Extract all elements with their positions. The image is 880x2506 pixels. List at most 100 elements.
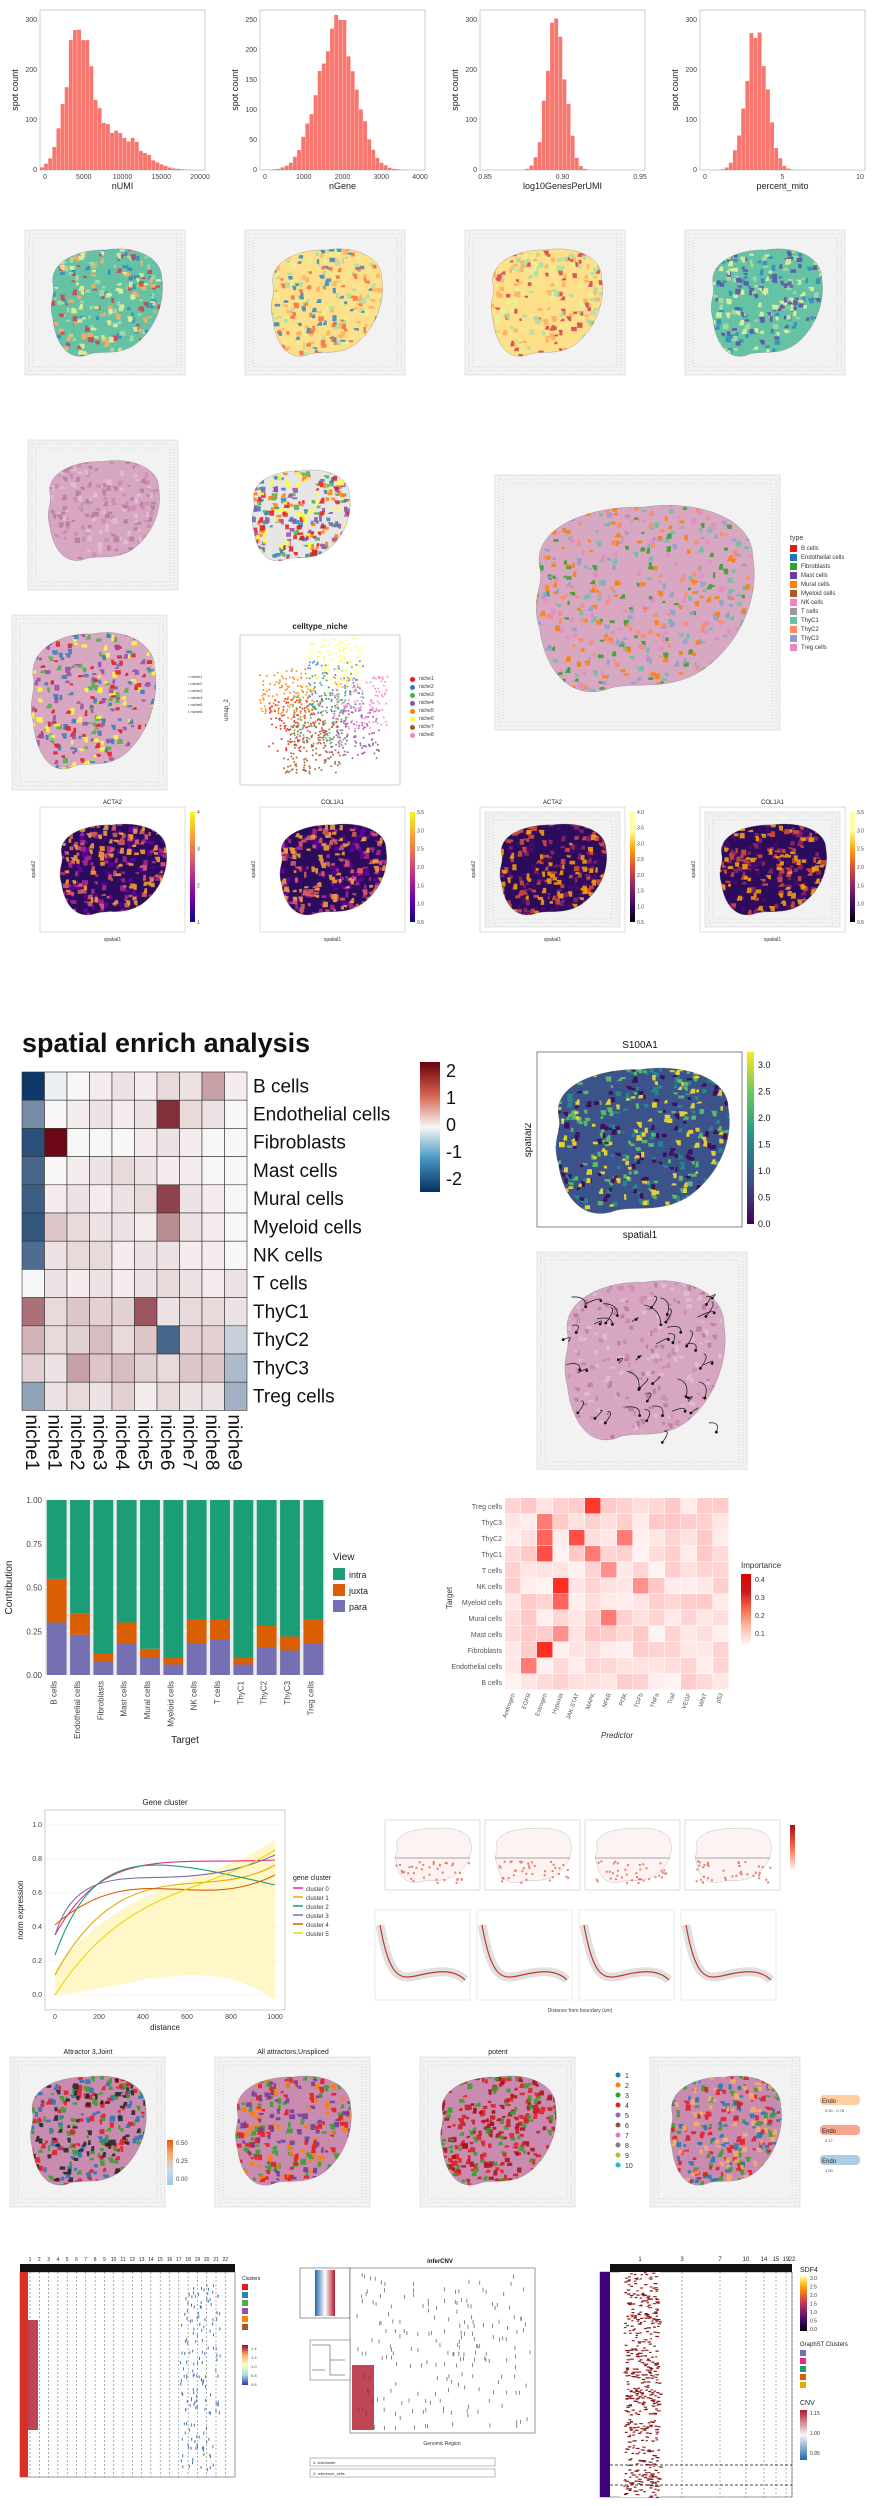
enrich-row-label: Endothelial cells bbox=[253, 1105, 390, 1126]
enrich-cell bbox=[67, 1100, 90, 1128]
hist-bar bbox=[525, 169, 529, 170]
importance-cell bbox=[681, 1594, 697, 1610]
celltype-label: Treg cells bbox=[801, 645, 827, 651]
cnv1-legend-swatch bbox=[242, 2284, 248, 2290]
umap-legend-item: niche3 bbox=[410, 691, 455, 699]
importance-cell bbox=[681, 1530, 697, 1546]
hist-bar bbox=[347, 56, 351, 170]
cnv1-legend-swatch bbox=[242, 2292, 248, 2298]
streamline-arrow bbox=[672, 1341, 675, 1344]
streamline-arrow bbox=[661, 1441, 664, 1444]
cnv1-chrom-label: 1 bbox=[29, 2257, 32, 2263]
hist-bar bbox=[40, 167, 44, 170]
umap-swatch bbox=[410, 709, 415, 714]
streamline-arrow bbox=[578, 1368, 581, 1371]
streamline-arrow bbox=[694, 1349, 697, 1352]
contrib-xtick: ThyC1 bbox=[236, 1680, 245, 1704]
importance-cell bbox=[665, 1674, 681, 1690]
umap-label: niche7 bbox=[419, 724, 434, 730]
trajectory-panels: Distance from boundary (um) bbox=[365, 1790, 880, 2040]
streamline-arrow bbox=[685, 1345, 688, 1348]
importance-cell bbox=[569, 1610, 585, 1626]
hist-bar bbox=[57, 128, 61, 170]
celltype-legend-item: Treg cells bbox=[790, 643, 875, 652]
enrich-cell bbox=[22, 1157, 45, 1185]
importance-cell bbox=[585, 1594, 601, 1610]
cnv1-frame bbox=[20, 2272, 235, 2477]
cnv3-chrom-label: 10 bbox=[743, 2257, 750, 2263]
umap-label: niche8 bbox=[419, 732, 434, 738]
importance-cell bbox=[521, 1642, 537, 1658]
pie-legend-label: Endo bbox=[822, 2099, 837, 2105]
hist-ytick: 300 bbox=[685, 17, 697, 24]
celltype-label: Mast cells bbox=[801, 573, 828, 579]
contrib-xtick: B cells bbox=[50, 1681, 59, 1705]
celltype-legend-item: ThyC1 bbox=[790, 616, 875, 625]
umap-legend-item: niche8 bbox=[410, 731, 455, 739]
gene-map-tick: 0.5 bbox=[637, 920, 644, 926]
importance-row-label: NK cells bbox=[476, 1584, 502, 1591]
enrich-cell bbox=[180, 1354, 203, 1382]
streamline-arrow bbox=[637, 1356, 640, 1359]
cnv1-chrom-label: 7 bbox=[84, 2257, 87, 2263]
niche-legend-item: • niche3 bbox=[188, 687, 228, 694]
attractor-tick: 0.25 bbox=[176, 2159, 188, 2165]
hist-ylabel: spot count bbox=[10, 69, 20, 111]
enrich-cell bbox=[135, 1354, 158, 1382]
importance-cell bbox=[617, 1578, 633, 1594]
cnv3-legend2-title: GraphST Clusters bbox=[800, 2342, 848, 2348]
importance-cell bbox=[585, 1530, 601, 1546]
enrich-cell bbox=[180, 1100, 203, 1128]
s100a1-tick: 1.5 bbox=[758, 1140, 771, 1150]
streamline-arrow bbox=[705, 1303, 708, 1306]
umap-legend-item: niche7 bbox=[410, 723, 455, 731]
importance-cell bbox=[505, 1578, 521, 1594]
hist-bar bbox=[330, 29, 334, 170]
hist-ytick: 0 bbox=[33, 167, 37, 174]
hist-bar bbox=[583, 169, 587, 170]
enrich-cell bbox=[67, 1241, 90, 1269]
streamline-arrow bbox=[705, 1315, 708, 1318]
enrich-cell bbox=[45, 1185, 68, 1213]
hist-bar bbox=[355, 90, 359, 170]
contrib-bar-para bbox=[187, 1644, 207, 1676]
cnv3-chrom-label: 1 bbox=[638, 2257, 642, 2263]
enrich-col-label: niche2 bbox=[66, 1414, 87, 1470]
enrich-colorbar-tick: -2 bbox=[446, 1169, 462, 1189]
importance-col-label: p53 bbox=[716, 1692, 725, 1704]
num-legend-label: 3 bbox=[625, 2093, 629, 2100]
gene-map-tick: 2.0 bbox=[857, 865, 864, 871]
importance-cell bbox=[649, 1498, 665, 1514]
hist-ytick: 200 bbox=[25, 67, 37, 74]
streamline-arrow bbox=[576, 1411, 579, 1414]
enrich-cell bbox=[225, 1185, 248, 1213]
celltype-swatch bbox=[790, 599, 797, 606]
streamline-arrow bbox=[711, 1362, 714, 1365]
importance-cell bbox=[649, 1530, 665, 1546]
s100a1-title: S100A1 bbox=[622, 1040, 658, 1051]
contrib-bar-juxta bbox=[233, 1658, 253, 1665]
hist-bar bbox=[367, 139, 371, 170]
cnv2-row-label: 1: subcluster bbox=[313, 2460, 336, 2465]
cnv3-legend2-swatch bbox=[800, 2358, 806, 2364]
streamline-arrow bbox=[604, 1422, 607, 1425]
gene-map-tick: 1.5 bbox=[417, 883, 424, 889]
importance-cell bbox=[601, 1498, 617, 1514]
pie-legend-label: Endo bbox=[822, 2129, 837, 2135]
enrich-cell bbox=[202, 1072, 225, 1100]
hist-bar bbox=[334, 15, 338, 170]
importance-cell bbox=[681, 1642, 697, 1658]
cnv3-colorbar-1 bbox=[800, 2276, 807, 2331]
hist-ytick: 200 bbox=[245, 47, 257, 54]
celltype-label: Myeloid cells bbox=[801, 591, 835, 597]
pie-legend-range: 1.00 bbox=[825, 2168, 834, 2173]
importance-cell bbox=[505, 1674, 521, 1690]
enrich-cell bbox=[180, 1213, 203, 1241]
enrich-cell bbox=[202, 1100, 225, 1128]
streamline-arrow bbox=[562, 1338, 565, 1341]
importance-col-label: JAK-STAT bbox=[566, 1692, 581, 1720]
enrich-cell bbox=[90, 1128, 113, 1156]
